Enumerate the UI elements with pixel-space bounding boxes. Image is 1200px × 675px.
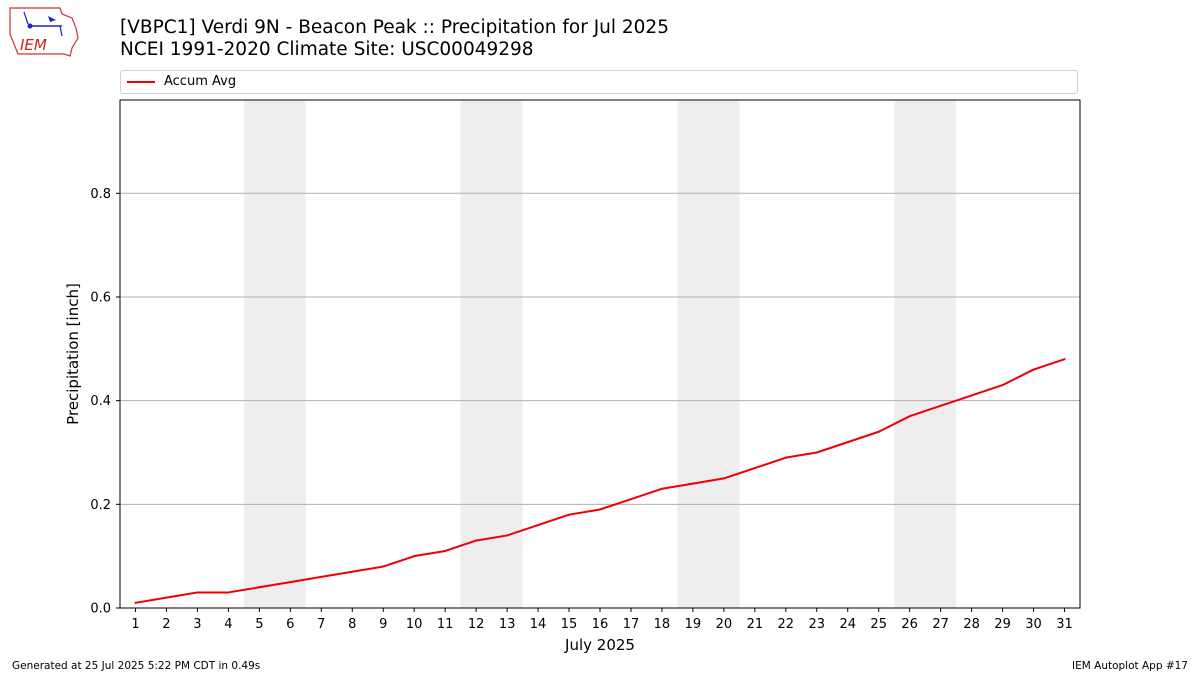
data-point-11 [444,549,447,552]
weekend-band-3 [677,100,740,608]
x-tick-label-31: 31 [1056,617,1073,632]
data-point-15 [568,513,571,516]
legend: Accum Avg [120,70,1078,94]
weekend-bands [243,100,957,608]
y-axis-label: Precipitation [inch] [64,283,82,425]
data-point-8 [351,570,354,573]
x-tick-label-26: 26 [901,617,918,632]
data-point-1 [134,601,137,604]
x-tick-label-25: 25 [870,617,887,632]
data-point-31 [1063,358,1066,361]
weekend-band-4 [894,100,957,608]
data-point-7 [320,575,323,578]
data-point-28 [970,394,973,397]
logo-text: IEM [20,36,47,54]
data-point-29 [1001,384,1004,387]
x-tick-label-18: 18 [654,617,671,632]
data-point-3 [196,591,199,594]
app-id: IEM Autoplot App #17 [1072,660,1188,672]
data-point-26 [908,415,911,418]
data-point-10 [413,555,416,558]
data-point-30 [1032,368,1035,371]
x-tick-label-28: 28 [963,617,980,632]
x-tick-label-29: 29 [994,617,1011,632]
x-tick-label-8: 8 [348,617,356,632]
x-tick-label-6: 6 [286,617,294,632]
x-tick-label-17: 17 [623,617,640,632]
x-axis-label: July 2025 [564,636,635,654]
data-point-22 [784,456,787,459]
data-point-16 [599,508,601,511]
data-point-18 [660,487,663,490]
y-tick-label-1: 0.2 [90,498,111,513]
x-tick-label-4: 4 [224,617,232,632]
data-point-13 [506,534,509,537]
data-point-9 [382,565,385,568]
x-tick-label-13: 13 [499,617,516,632]
x-tick-label-24: 24 [839,617,856,632]
x-tick-label-2: 2 [162,617,170,632]
data-point-21 [753,467,756,470]
series-layer [134,358,1066,604]
x-tick-label-21: 21 [747,617,764,632]
legend-swatch-accum-avg [127,81,155,83]
grid-lines [120,192,1080,505]
data-point-24 [846,441,849,444]
x-tick-label-12: 12 [468,617,485,632]
x-tick-label-10: 10 [406,617,423,632]
chart-title: [VBPC1] Verdi 9N - Beacon Peak :: Precip… [120,17,669,61]
y-tick-label-4: 0.8 [90,187,111,202]
x-tick-label-30: 30 [1025,617,1042,632]
x-tick-label-3: 3 [193,617,201,632]
data-point-4 [227,591,230,594]
x-tick-label-14: 14 [530,617,547,632]
data-point-20 [722,477,725,480]
x-tick-label-19: 19 [685,617,702,632]
x-tick-label-27: 27 [932,617,949,632]
data-point-23 [815,451,818,454]
title-line-1: [VBPC1] Verdi 9N - Beacon Peak :: Precip… [120,17,669,38]
weekend-band-1 [243,100,306,608]
title-line-2: NCEI 1991-2020 Climate Site: USC00049298 [120,39,534,60]
x-tick-label-15: 15 [561,617,578,632]
y-axis: 0.0 0.2 0.4 0.6 0.8 [90,187,120,617]
data-point-6 [289,581,292,584]
legend-label-accum-avg: Accum Avg [164,74,237,89]
x-tick-label-1: 1 [131,617,139,632]
x-tick-label-16: 16 [592,617,609,632]
y-tick-label-0: 0.0 [90,602,111,617]
x-tick-label-23: 23 [809,617,826,632]
x-axis: 1 2 3 4 5 6 7 8 9 10 11 12 13 14 15 16 17 18 19 20 21 22 23 24 2… [131,608,1073,632]
data-point-14 [537,524,540,527]
x-tick-label-5: 5 [255,617,263,632]
x-tick-label-9: 9 [379,617,387,632]
data-point-2 [165,596,168,599]
iem-logo-icon: IEM [9,7,79,57]
data-point-5 [258,586,261,589]
data-point-27 [939,404,942,407]
y-tick-label-2: 0.4 [90,394,111,409]
generated-timestamp: Generated at 25 Jul 2025 5:22 PM CDT in … [12,660,261,672]
x-tick-label-7: 7 [317,617,325,632]
data-point-12 [475,539,478,542]
x-tick-label-20: 20 [716,617,733,632]
x-tick-label-11: 11 [437,617,454,632]
y-tick-label-3: 0.6 [90,290,111,305]
data-point-17 [629,498,632,501]
weekend-band-2 [460,100,523,608]
data-point-19 [691,482,694,485]
data-point-25 [877,430,880,433]
x-tick-label-22: 22 [778,617,795,632]
